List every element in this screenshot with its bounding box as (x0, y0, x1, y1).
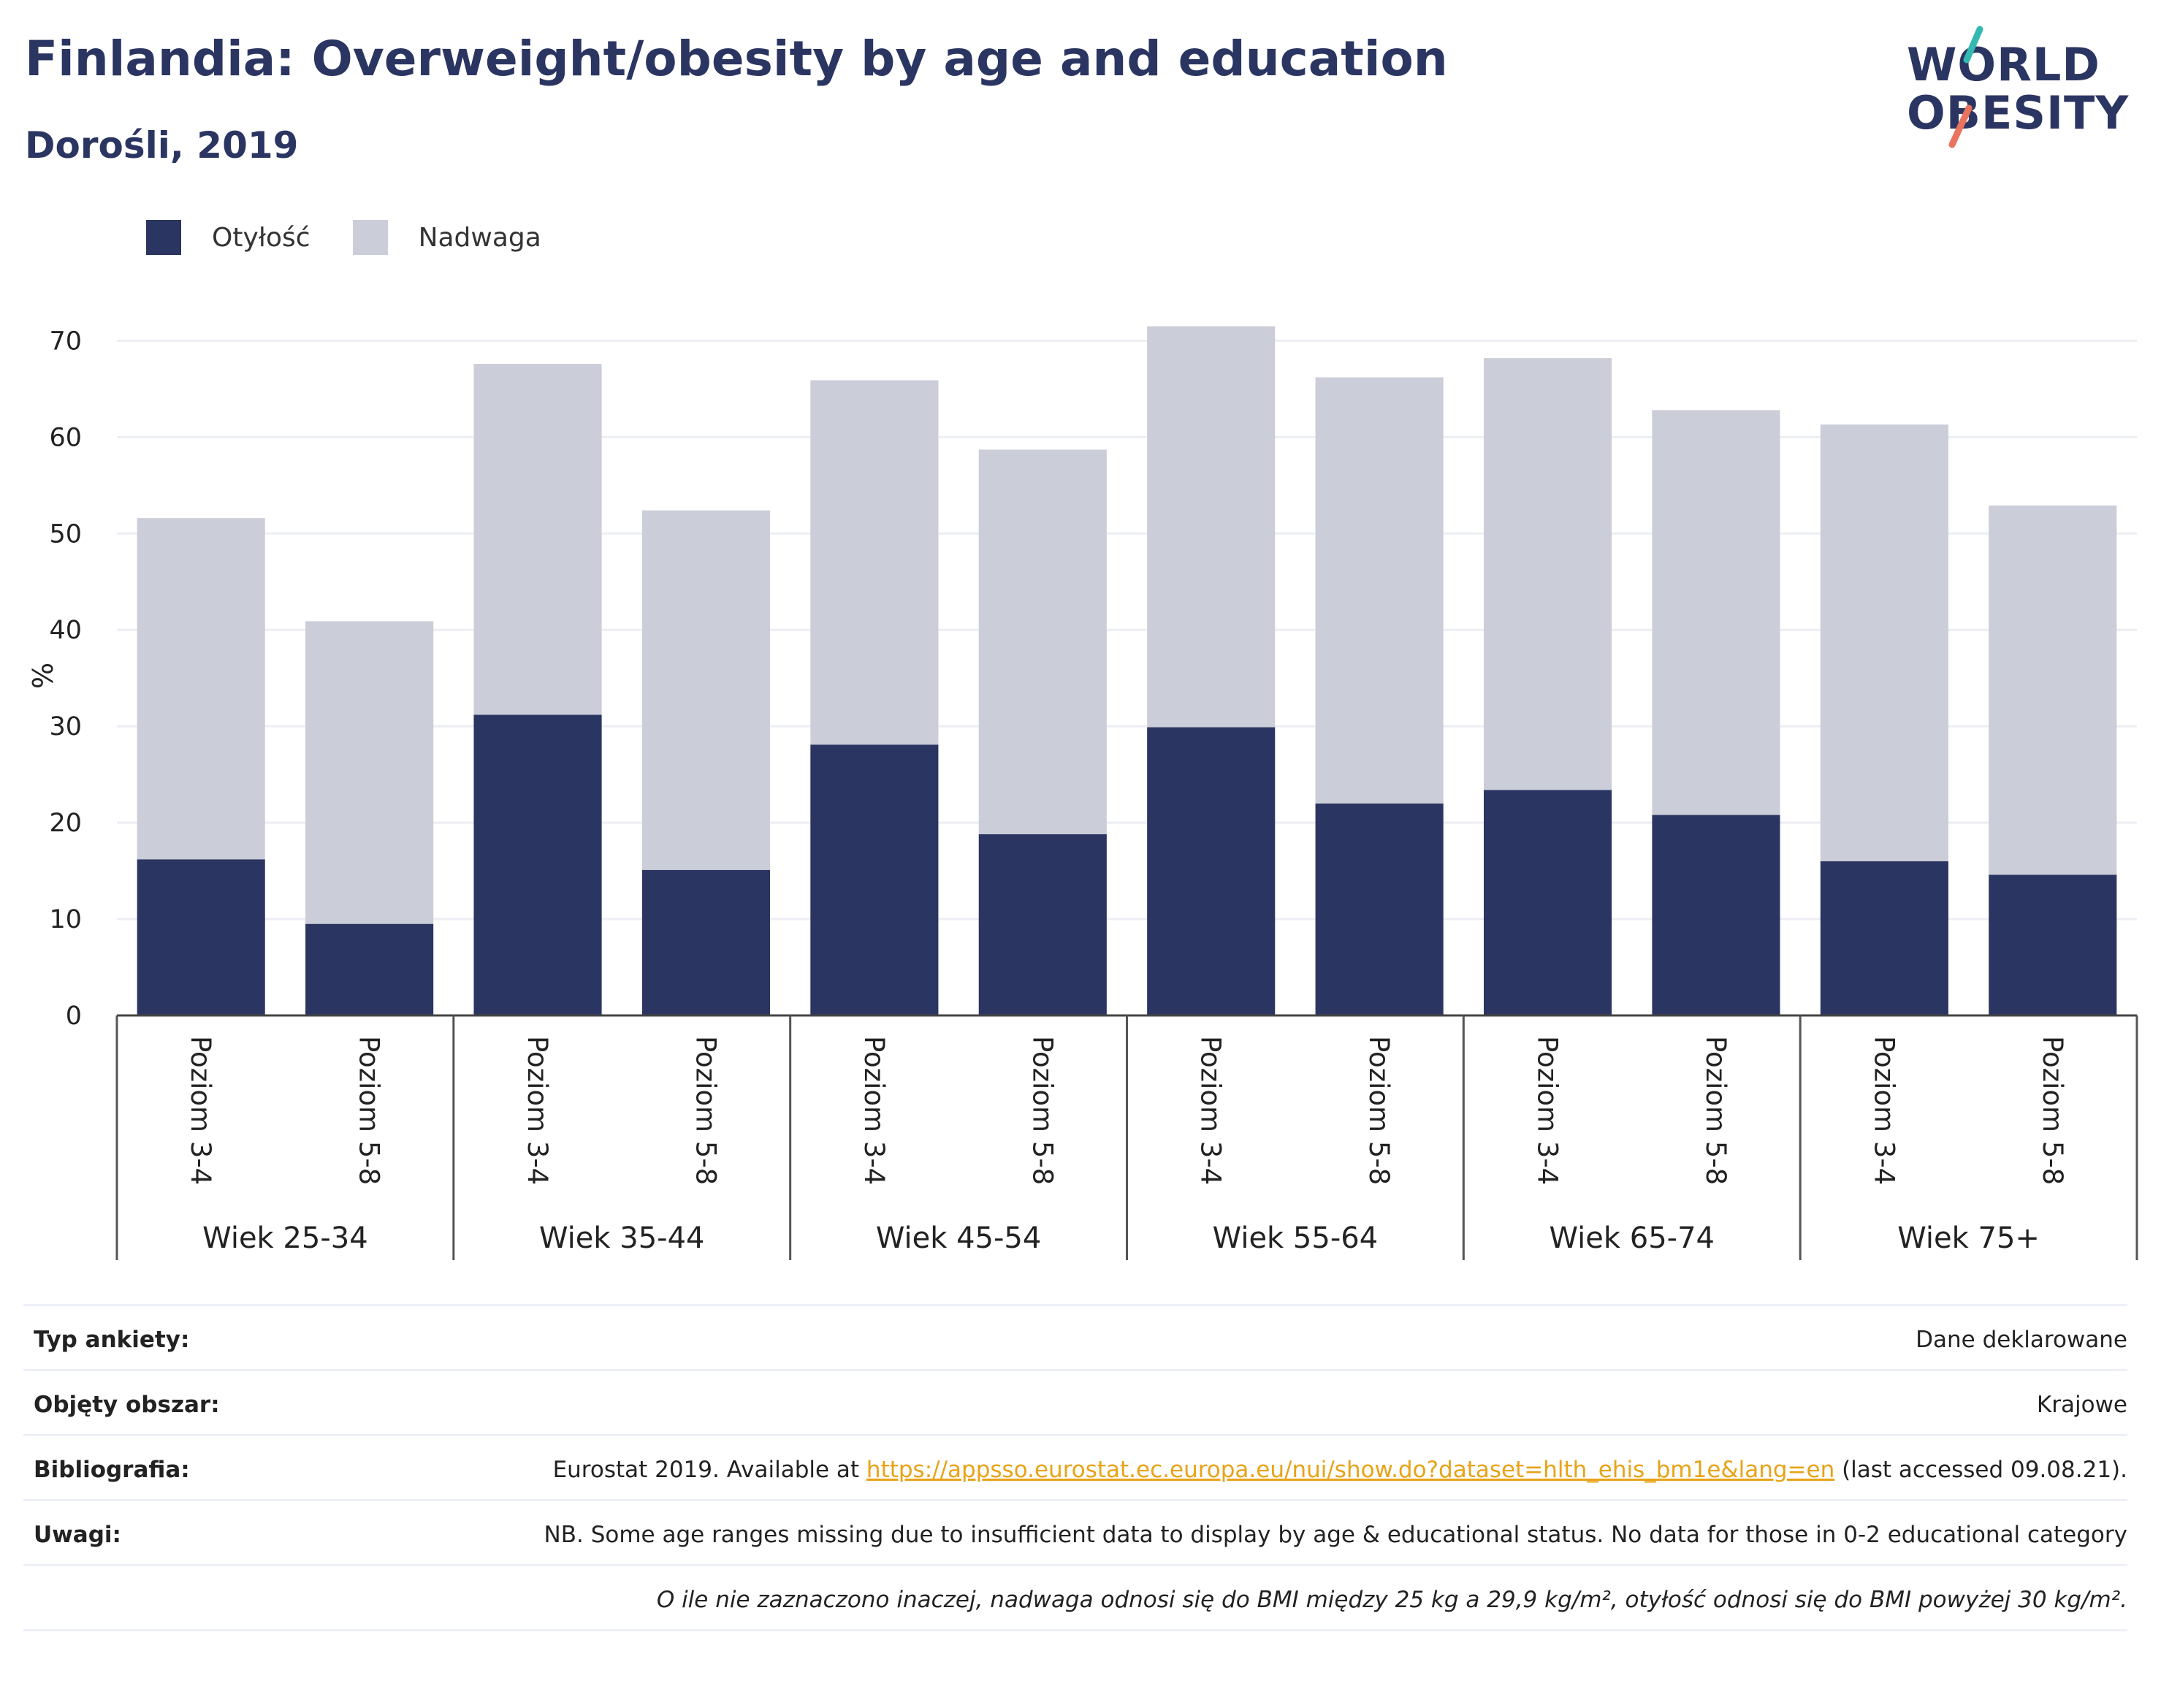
bar-obesity (978, 834, 1107, 1015)
bar-obesity (137, 859, 265, 1015)
page-subtitle: Dorośli, 2019 (25, 124, 299, 167)
x-tick-label: Poziom 3-4 (185, 1036, 216, 1185)
group-label: Wiek 75+ (1897, 1221, 2040, 1255)
group-label: Wiek 25-34 (202, 1221, 368, 1255)
bar-overweight (1820, 424, 1948, 861)
x-tick-label: Poziom 3-4 (858, 1036, 890, 1185)
group-label: Wiek 35-44 (539, 1221, 705, 1255)
bibliography-prefix: Eurostat 2019. Available at (552, 1457, 866, 1483)
y-axis-title: % (27, 663, 59, 689)
group-label: Wiek 45-54 (876, 1221, 1042, 1255)
bar-overweight (1483, 358, 1612, 790)
legend-item-overweight[interactable]: Nadwaga (352, 220, 541, 255)
x-tick-label: Poziom 3-4 (1868, 1036, 1899, 1185)
survey-type-label: Typ ankiety: (34, 1327, 190, 1353)
legend-swatch-overweight (352, 220, 388, 255)
bar-overweight (473, 364, 602, 715)
y-tick-label: 0 (66, 1002, 82, 1031)
y-tick-label: 40 (49, 616, 82, 645)
info-row-survey-type: Typ ankiety: Dane deklarowane (23, 1304, 2127, 1369)
x-tick-label: Poziom 3-4 (522, 1036, 553, 1185)
bar-chart: 0 10 20 30 40 50 60 70% Poziom 3-4 Poziom 5-8 Pozi… (27, 326, 2138, 1260)
x-tick-label: Poziom 5-8 (1026, 1036, 1058, 1185)
bar-overweight (1315, 377, 1444, 804)
bibliography-label: Bibliografia: (34, 1457, 190, 1483)
y-tick-label: 10 (49, 905, 82, 934)
info-table: Typ ankiety: Dane deklarowane Objęty obs… (23, 1304, 2127, 1631)
bar-obesity (641, 869, 771, 1015)
bar-obesity (1652, 815, 1780, 1015)
y-tick-label: 30 (49, 712, 82, 741)
group-label: Wiek 55-64 (1213, 1221, 1379, 1255)
logo-text-line1: WORLD (1907, 38, 2100, 91)
bar-obesity (1147, 727, 1276, 1015)
x-tick-label: Poziom 3-4 (1532, 1036, 1563, 1185)
y-tick-label: 50 (49, 519, 82, 549)
coverage-label: Objęty obszar: (34, 1392, 220, 1418)
bar-obesity (1820, 861, 1948, 1015)
bar-overweight (1989, 506, 2117, 875)
y-tick-label: 70 (49, 327, 82, 356)
x-tick-label: Poziom 5-8 (2037, 1036, 2068, 1185)
bar-overweight (641, 510, 771, 870)
y-tick-label: 20 (49, 809, 82, 838)
info-row-bibliography: Bibliografia: Eurostat 2019. Available a… (23, 1434, 2127, 1499)
x-tick-label: Poziom 5-8 (1700, 1036, 1731, 1185)
x-tick-label: Poziom 5-8 (354, 1036, 385, 1185)
notes-label: Uwagi: (34, 1522, 121, 1548)
legend-label-overweight: Nadwaga (418, 222, 541, 253)
logo-slash-icon (1948, 26, 1983, 148)
notes-value: NB. Some age ranges missing due to insuf… (544, 1522, 2127, 1548)
bar-obesity (810, 744, 939, 1015)
info-row-notes: Uwagi: NB. Some age ranges missing due t… (23, 1499, 2127, 1564)
legend-swatch-obesity (146, 220, 181, 255)
x-tick-label: Poziom 3-4 (1195, 1036, 1227, 1185)
bar-obesity (305, 923, 434, 1015)
coverage-value: Krajowe (2036, 1392, 2127, 1418)
bar-overweight (1147, 326, 1276, 728)
x-tick-label: Poziom 5-8 (1363, 1036, 1395, 1185)
info-row-definition: O ile nie zaznaczono inaczej, nadwaga od… (23, 1564, 2127, 1631)
x-tick-label: Poziom 5-8 (690, 1036, 721, 1185)
bar-obesity (1315, 803, 1444, 1015)
bibliography-value: Eurostat 2019. Available at https://apps… (553, 1454, 2127, 1486)
legend-item-obesity[interactable]: Otyłość (146, 220, 310, 255)
bibliography-link[interactable]: https://appsso.eurostat.ec.europa.eu/nui… (866, 1457, 1835, 1483)
legend-label-obesity: Otyłość (212, 222, 310, 253)
definition-note: O ile nie zaznaczono inaczej, nadwaga od… (656, 1587, 2127, 1613)
group-label: Wiek 65-74 (1549, 1221, 1715, 1255)
survey-type-value: Dane deklarowane (1916, 1327, 2127, 1353)
bar-overweight (810, 380, 939, 745)
bar-overweight (305, 621, 434, 924)
bar-obesity (1483, 790, 1612, 1015)
bar-overweight (137, 518, 265, 860)
bar-overweight (1652, 410, 1780, 815)
world-obesity-logo: WORLD OBESITY (1907, 22, 2148, 153)
info-row-coverage: Objęty obszar: Krajowe (23, 1369, 2127, 1434)
logo-text-line2: OBESITY (1907, 86, 2130, 140)
y-tick-label: 60 (49, 423, 82, 452)
page-title: Finlandia: Overweight/obesity by age and… (25, 31, 1448, 87)
bibliography-suffix: (last accessed 09.08.21). (1834, 1457, 2127, 1483)
bar-obesity (473, 714, 602, 1015)
chart-legend: Otyłość Nadwaga (146, 219, 584, 256)
bar-obesity (1989, 874, 2117, 1015)
bar-overweight (978, 449, 1107, 834)
